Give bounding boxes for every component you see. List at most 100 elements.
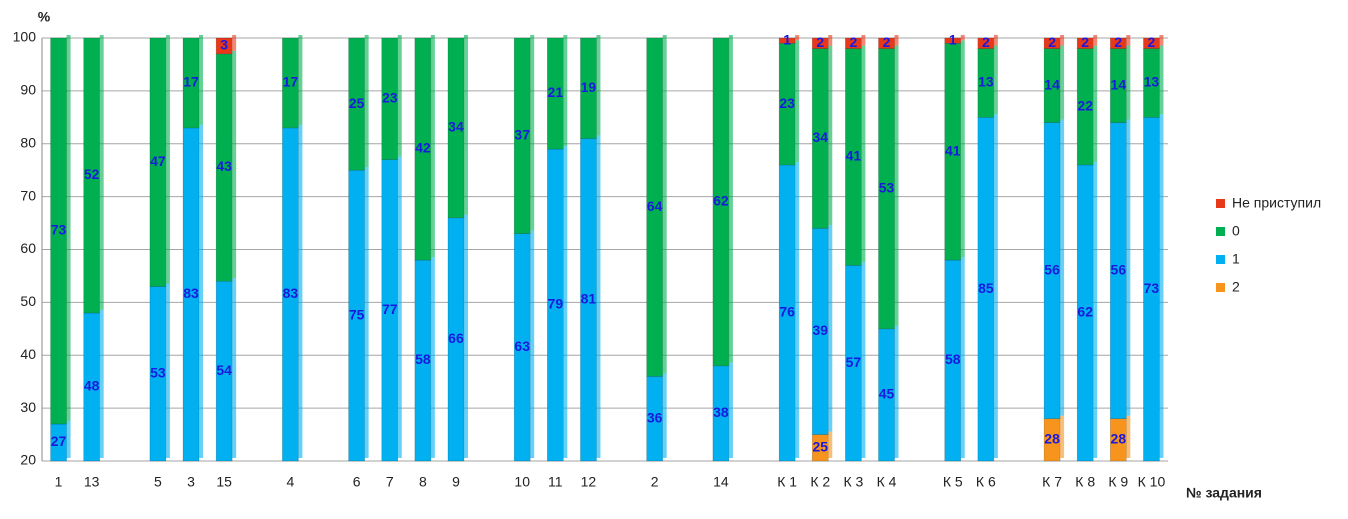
legend-label: 2 <box>1232 279 1240 295</box>
x-tick-label: К 9 <box>1108 474 1128 490</box>
value-label: 37 <box>514 127 530 143</box>
value-label: 66 <box>448 330 464 346</box>
bar-side <box>1093 161 1098 458</box>
value-label: 77 <box>382 301 398 317</box>
value-label: 19 <box>581 79 597 95</box>
bar-side <box>960 40 965 258</box>
value-label: 39 <box>812 322 828 338</box>
value-label: 53 <box>879 179 895 195</box>
value-label: 63 <box>514 338 530 354</box>
x-tick-label: 1 <box>55 474 63 490</box>
value-label: 3 <box>220 37 228 53</box>
value-label: 73 <box>51 222 67 238</box>
x-tick-label: К 2 <box>810 474 830 490</box>
legend-label: 0 <box>1232 223 1240 239</box>
bar-side <box>596 35 601 136</box>
bar-side <box>993 45 998 115</box>
x-tick-label: 6 <box>353 474 361 490</box>
bar-side <box>1060 119 1065 416</box>
value-label: 58 <box>415 351 431 367</box>
bar-side <box>894 45 899 326</box>
y-tick-label: 90 <box>20 82 36 98</box>
value-label: 25 <box>812 438 828 454</box>
y-tick-label: 20 <box>20 452 36 468</box>
value-label: 13 <box>978 74 994 90</box>
value-label: 34 <box>448 119 464 135</box>
value-label: 22 <box>1077 97 1093 113</box>
value-label: 52 <box>84 166 100 182</box>
value-label: 17 <box>183 74 199 90</box>
value-label: 56 <box>1111 261 1127 277</box>
bar-side <box>993 35 998 46</box>
bar-side <box>530 35 535 231</box>
value-label: 42 <box>415 140 431 156</box>
bar-side <box>960 35 965 41</box>
legend-label: Не приступил <box>1232 195 1321 211</box>
x-tick-label: К 6 <box>976 474 996 490</box>
bar-side <box>463 214 468 458</box>
bar-side <box>662 35 667 374</box>
value-label: 34 <box>812 129 828 145</box>
value-label: 41 <box>945 142 961 158</box>
value-label: 28 <box>1044 431 1060 447</box>
bar-side <box>397 156 402 459</box>
value-label: 58 <box>945 351 961 367</box>
value-label: 2 <box>1114 34 1122 50</box>
bar-side <box>1126 415 1131 458</box>
value-label: 23 <box>382 90 398 106</box>
bar-side <box>828 45 833 226</box>
y-tick-label: 80 <box>20 134 36 150</box>
value-label: 62 <box>1077 304 1093 320</box>
x-tick-label: 7 <box>386 474 394 490</box>
value-label: 81 <box>581 290 597 306</box>
value-label: 2 <box>1048 34 1056 50</box>
value-label: 54 <box>216 362 232 378</box>
value-label: 2 <box>1148 34 1156 50</box>
value-label: 57 <box>846 354 862 370</box>
bar-side <box>795 161 800 458</box>
bar-side <box>1093 35 1098 46</box>
bar-side <box>728 362 733 458</box>
x-tick-label: К 10 <box>1138 474 1166 490</box>
bar-side <box>232 35 237 51</box>
value-label: 48 <box>84 378 100 394</box>
value-label: 13 <box>1144 74 1160 90</box>
value-label: 75 <box>349 306 365 322</box>
bar-side <box>99 309 104 458</box>
legend-swatch <box>1216 227 1225 236</box>
value-label: 43 <box>216 158 232 174</box>
x-tick-label: К 8 <box>1075 474 1095 490</box>
bar-side <box>795 40 800 162</box>
value-label: 36 <box>647 409 663 425</box>
bar-side <box>397 35 402 157</box>
bar-side <box>1159 35 1164 46</box>
value-label: 83 <box>283 285 299 301</box>
value-label: 47 <box>150 153 166 169</box>
value-label: 83 <box>183 285 199 301</box>
x-tick-label: К 5 <box>943 474 963 490</box>
bar-side <box>99 35 104 310</box>
y-tick-label: 30 <box>20 399 36 415</box>
bar-side <box>199 124 204 458</box>
y-tick-label: 40 <box>20 346 36 362</box>
bar-side <box>563 146 568 458</box>
bar-side <box>364 35 369 168</box>
bar-side <box>1126 119 1131 416</box>
bar-side <box>993 114 998 458</box>
x-tick-label: 14 <box>713 474 729 490</box>
value-label: 2 <box>816 34 824 50</box>
value-label: 27 <box>51 433 67 449</box>
bar-side <box>232 278 237 458</box>
x-tick-label: К 3 <box>843 474 863 490</box>
value-label: 23 <box>779 95 795 111</box>
legend-swatch <box>1216 255 1225 264</box>
x-tick-label: 4 <box>286 474 294 490</box>
y-tick-label: 100 <box>13 29 37 45</box>
value-label: 14 <box>1111 76 1127 92</box>
bar-side <box>199 35 204 125</box>
legend-swatch <box>1216 283 1225 292</box>
bar-side <box>960 257 965 458</box>
bar-side <box>828 35 833 46</box>
bar-side <box>298 35 303 125</box>
